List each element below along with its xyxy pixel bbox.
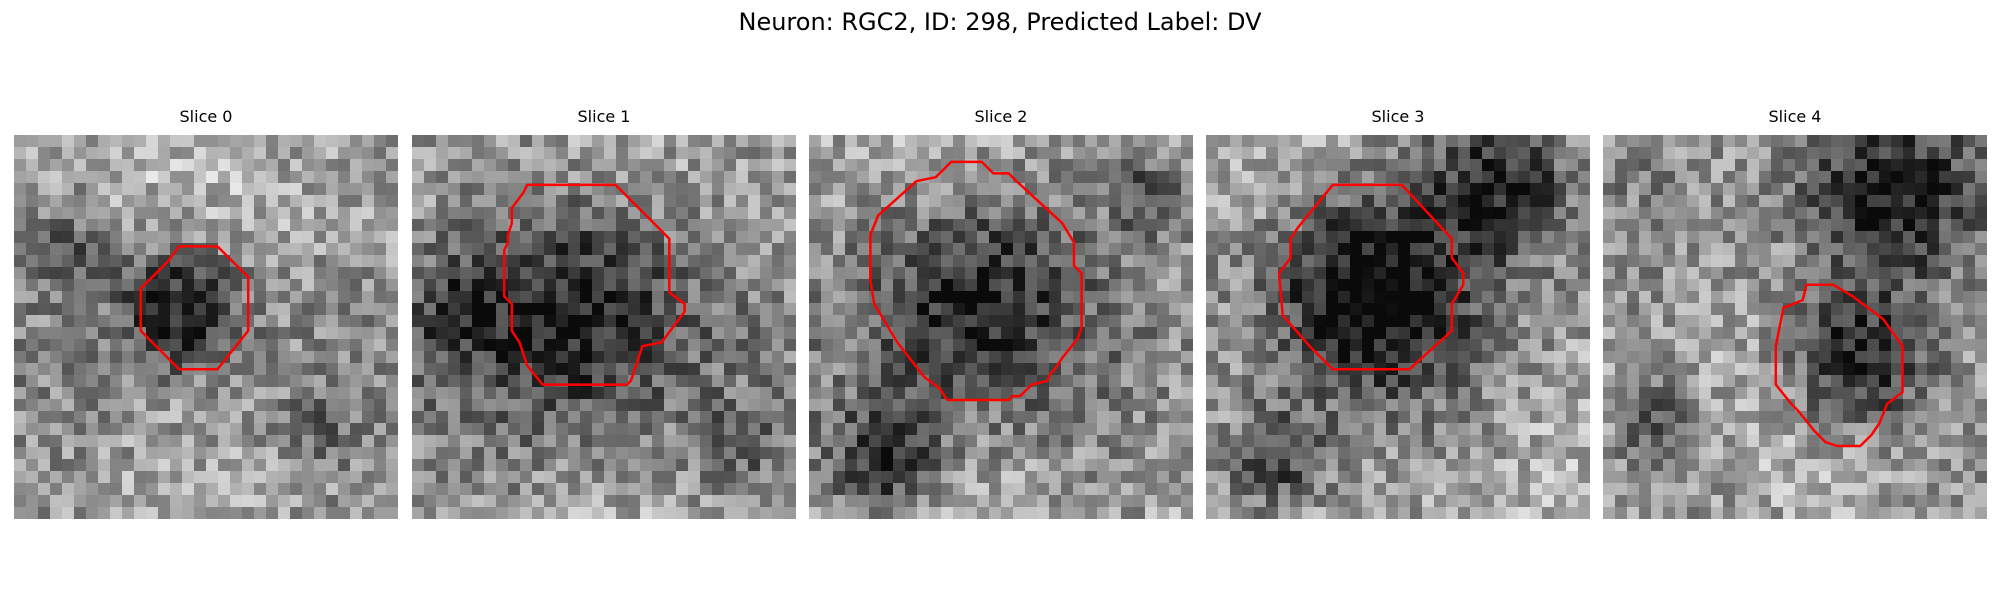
slice-title: Slice 3: [1371, 107, 1425, 126]
slice-title: Slice 1: [577, 107, 631, 126]
grayscale-microscopy-image: [809, 135, 1193, 519]
slice-image: [1603, 135, 1987, 519]
roi-contour: [1774, 283, 1904, 448]
slice-image: [412, 135, 796, 519]
roi-contour-overlay: [139, 245, 250, 371]
figure-title: Neuron: RGC2, ID: 298, Predicted Label: …: [738, 8, 1262, 36]
slice-image: [14, 135, 398, 519]
slice-title: Slice 0: [179, 107, 233, 126]
grayscale-microscopy-image: [412, 135, 796, 519]
slice-image: [1206, 135, 1590, 519]
slice-panel: Slice 1: [412, 106, 796, 519]
slice-panel: Slice 2: [809, 106, 1193, 519]
roi-contour: [502, 183, 686, 386]
roi-contour-overlay: [502, 183, 686, 386]
slice-title: Slice 4: [1768, 107, 1822, 126]
grayscale-microscopy-image: [1206, 135, 1590, 519]
slice-panel: Slice 3: [1206, 106, 1590, 519]
roi-contour: [869, 160, 1083, 402]
slice-panel: Slice 0: [14, 106, 398, 519]
grayscale-microscopy-image: [1603, 135, 1987, 519]
roi-contour-overlay: [1774, 283, 1904, 448]
roi-contour-overlay: [869, 160, 1083, 402]
slice-panel: Slice 4: [1603, 106, 1987, 519]
roi-contour: [139, 245, 250, 371]
grayscale-microscopy-image: [14, 135, 398, 519]
roi-contour: [1277, 183, 1465, 371]
roi-contour-overlay: [1277, 183, 1465, 371]
slice-title: Slice 2: [974, 107, 1028, 126]
slice-image: [809, 135, 1193, 519]
